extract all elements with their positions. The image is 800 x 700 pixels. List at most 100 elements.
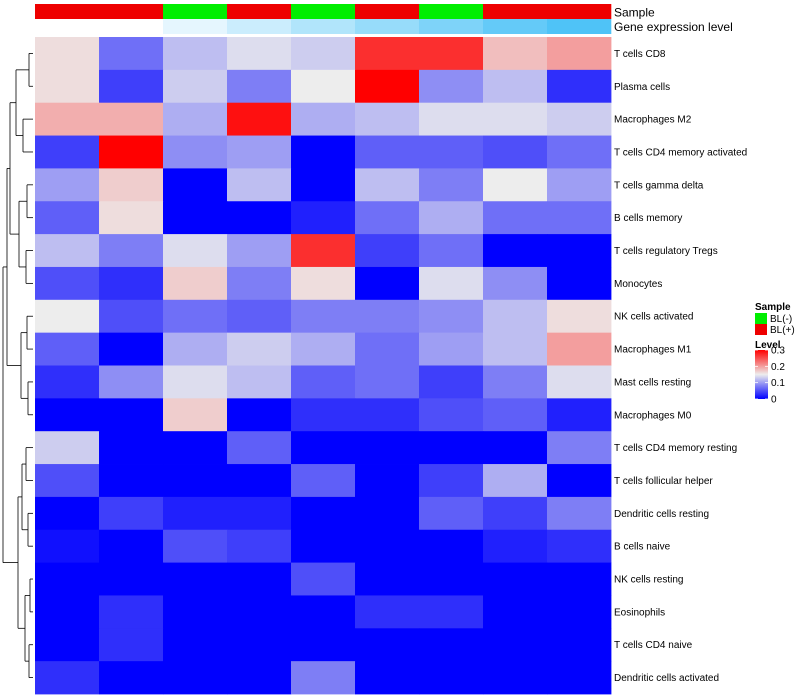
gene-expression-annotation-cell — [355, 19, 420, 34]
heatmap-cell — [419, 69, 484, 104]
heatmap-cell — [99, 365, 164, 399]
heatmap-cell — [547, 135, 612, 169]
heatmap-cell — [483, 365, 548, 399]
heatmap-cell — [483, 529, 548, 563]
heatmap-cell — [291, 661, 356, 695]
heatmap-cell — [227, 365, 292, 399]
legend-label-bl-pos: BL(+) — [770, 325, 795, 336]
column-annotations — [35, 4, 612, 34]
heatmap-cell — [291, 69, 356, 104]
heatmap-cell — [355, 266, 420, 301]
heatmap-cell — [227, 431, 292, 465]
row-label: T cells follicular helper — [614, 476, 713, 487]
row-label: Eosinophils — [614, 607, 665, 618]
heatmap-cell — [355, 168, 420, 202]
heatmap-cell — [547, 496, 612, 531]
heatmap-cell — [163, 37, 228, 71]
heatmap-cell — [483, 464, 548, 498]
heatmap-cell — [483, 201, 548, 235]
heatmap-cell — [227, 69, 292, 104]
heatmap-cell — [99, 332, 164, 366]
heatmap-cell — [99, 69, 164, 104]
heatmap-cell — [483, 496, 548, 531]
heatmap-cell — [419, 661, 484, 695]
heatmap-cell — [547, 628, 612, 662]
row-label: T cells CD8 — [614, 49, 666, 60]
heatmap-cell — [547, 37, 612, 71]
row-label: T cells regulatory Tregs — [614, 246, 718, 257]
sample-annotation-cell — [355, 4, 420, 19]
heatmap-cell — [355, 628, 420, 662]
heatmap-cell — [163, 201, 228, 235]
heatmap-cell — [99, 431, 164, 465]
heatmap-cell — [227, 168, 292, 202]
gene-expression-annotation-cell — [35, 19, 100, 34]
row-label: T cells CD4 memory resting — [614, 443, 737, 454]
heatmap-cell — [35, 168, 100, 202]
heatmap-cell — [483, 234, 548, 268]
legend-level-title: Level — [755, 340, 781, 351]
heatmap-cell — [355, 299, 420, 334]
heatmap-cell — [547, 299, 612, 334]
heatmap-cell — [419, 299, 484, 334]
heatmap-cell — [355, 661, 420, 695]
heatmap-cell — [547, 69, 612, 104]
heatmap-cell — [227, 661, 292, 695]
heatmap-cell — [99, 102, 164, 136]
heatmap-cell — [483, 431, 548, 465]
heatmap-cell — [35, 595, 100, 629]
heatmap-cell — [419, 464, 484, 498]
heatmap-cell — [163, 234, 228, 268]
heatmap-cell — [355, 102, 420, 136]
sample-annotation-cell — [419, 4, 484, 19]
heatmap-cell — [419, 628, 484, 662]
heatmap-cell — [291, 234, 356, 268]
heatmap-cell — [163, 299, 228, 334]
row-labels: T cells CD8 Plasma cells Macrophages M2 T c… — [614, 49, 747, 684]
heatmap-cell — [99, 299, 164, 334]
heatmap-cell — [483, 266, 548, 301]
heatmap-cell — [419, 398, 484, 432]
heatmap-cell — [483, 299, 548, 334]
heatmap-cell — [227, 398, 292, 432]
heatmap-cell — [419, 201, 484, 235]
heatmap-cell — [547, 398, 612, 432]
annotation-label-sample: Sample — [614, 6, 655, 20]
heatmap-cell — [419, 496, 484, 531]
heatmap-cell — [547, 595, 612, 629]
heatmap-cell — [547, 102, 612, 136]
row-label: T cells CD4 memory activated — [614, 147, 747, 158]
heatmap-cell — [483, 135, 548, 169]
heatmap-cell — [291, 464, 356, 498]
heatmap-cell — [547, 365, 612, 399]
heatmap-cell — [35, 529, 100, 563]
heatmap-cell — [547, 464, 612, 498]
sample-annotation-cell — [291, 4, 356, 19]
gene-expression-annotation-cell — [227, 19, 292, 34]
heatmap-cell — [227, 234, 292, 268]
row-label: T cells gamma delta — [614, 180, 704, 191]
heatmap-cell — [291, 102, 356, 136]
heatmap-cell — [163, 562, 228, 596]
heatmap-cell — [355, 595, 420, 629]
heatmap-cell — [291, 529, 356, 563]
legend: Sample BL(-) BL(+) Level 0 0.1 0.2 0.3 — [755, 302, 795, 406]
row-label: Macrophages M1 — [614, 345, 692, 356]
sample-annotation-cell — [547, 4, 612, 19]
heatmap-cell — [35, 102, 100, 136]
heatmap-cell — [291, 365, 356, 399]
row-label: Dendritic cells resting — [614, 509, 709, 520]
heatmap-cell — [35, 628, 100, 662]
row-label: Macrophages M0 — [614, 410, 692, 421]
sample-annotation-cell — [483, 4, 548, 19]
heatmap-cell — [163, 102, 228, 136]
row-label: B cells naive — [614, 542, 671, 553]
heatmap-cell — [483, 628, 548, 662]
heatmap-cell — [99, 266, 164, 301]
gene-expression-annotation-cell — [419, 19, 484, 34]
sample-annotation-cell — [99, 4, 164, 19]
heatmap-cell — [163, 628, 228, 662]
heatmap-cell — [419, 431, 484, 465]
heatmap-cell — [483, 398, 548, 432]
row-dendrogram — [2, 53, 33, 678]
